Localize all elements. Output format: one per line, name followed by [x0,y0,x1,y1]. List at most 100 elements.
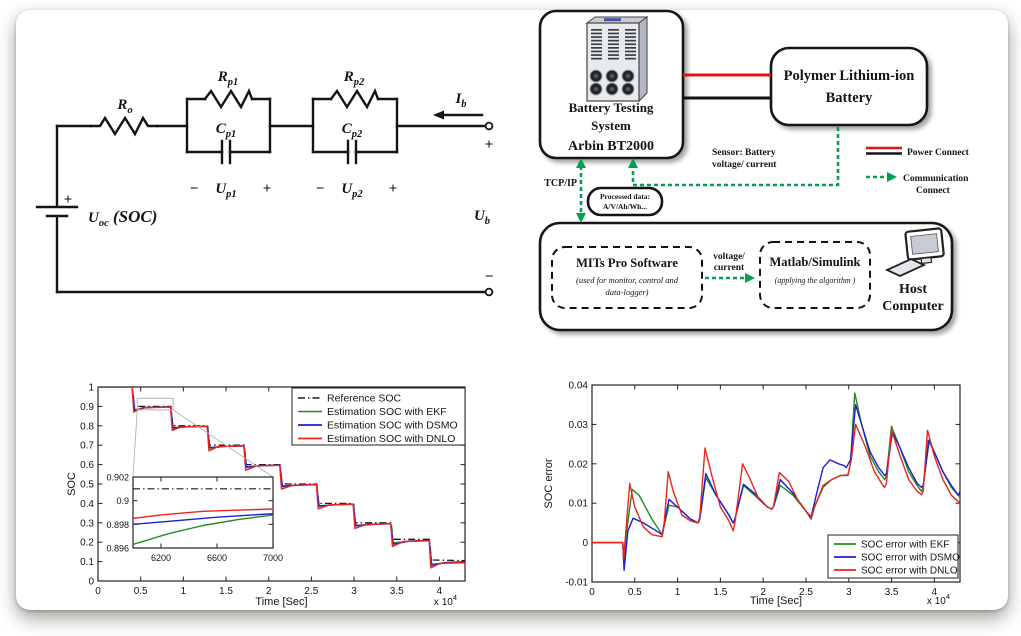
matlab-desc: (applying the algorithm ) [775,276,856,285]
label-ib: Ib [454,91,466,110]
series-line [133,513,273,525]
up2-plus-sign: + [389,181,398,197]
legend-entry-label: Estimation SOC with DNLO [327,433,455,445]
x-scale-label: x 104 [927,592,950,607]
y-tick-label: 0.4 [80,499,94,510]
sensor-arrow-up [628,158,638,168]
label-up2: Up2 [341,181,363,200]
capacitor-cp2 [346,139,358,165]
circuit-wires [35,88,488,294]
battery-plus-sign: + [64,192,73,208]
comm-legend-arrowhead [887,172,897,182]
y-tick-label: 0 [582,538,588,549]
inset-chart: 6200 6600 7000 0.896 0.898 0.9 0.902 [106,473,283,564]
y-tick-label: 0.9 [116,496,129,506]
arbin-title-line2: System [591,118,631,133]
y-tick-label: 0.898 [106,520,129,530]
terminal-plus-sign: + [485,137,494,153]
vc-label-line1: voltage/ [713,252,745,262]
tcpip-label: TCP/IP [544,178,577,189]
host-computer-icon [884,227,945,277]
y-tick-label: 0.7 [80,441,94,452]
y-axis-label: SOC error [543,458,555,508]
soc-chart: 0 0.5 1 1.5 2 2.5 3 3.5 4 0 0.1 0.2 0.3 0.4 0.5 0.6 0.7 0… [66,383,466,608]
label-rp1: Rp1 [217,69,239,88]
x-axis-label: Time [Sec] [255,596,307,608]
y-tick-label: 0.5 [80,480,94,491]
mits-box [551,246,703,309]
x-axis-label: Time [Sec] [750,595,802,607]
soc-error-chart: 0 0.5 1 1.5 2 2.5 3 3.5 4-0.0100.010.020.030.04T… [543,381,961,607]
x-tick-label: 3 [351,586,357,597]
x-tick-label: 3 [846,587,852,598]
y-tick-label: 0.3 [80,518,94,529]
label-ro: Ro [116,97,132,116]
x-tick-label: 3.5 [885,587,899,598]
terminal-negative [484,287,494,297]
terminal-minus-sign: − [485,269,494,285]
battery-title-line2: Battery [826,90,873,106]
y-tick-label: 0.01 [569,499,589,510]
ib-arrowhead [433,110,444,120]
y-axis-label: SOC [66,472,78,496]
y-tick-label: 0.2 [80,538,94,549]
series-lines [133,488,273,546]
x-tick-label: 2 [266,586,272,597]
battery-equivalent-circuit: Ro Rp1 Rp2 Cp1 Cp2 − Up1 + − Up2 + Ib Ub… [35,69,494,297]
series-line [133,508,273,520]
communication-arrowheads [576,158,897,283]
x-tick-label: 2.5 [304,586,318,597]
x-tick-label: 2.5 [799,587,813,598]
y-tick-label: 0.8 [80,421,94,432]
series-SOC error with DNLO [592,423,960,560]
battery-box [769,46,929,127]
tcpip-arrow-up [576,158,586,168]
test-bench-diagram: Battery Testing System Arbin BT2000 Poly… [538,9,970,332]
figure-card: Ro Rp1 Rp2 Cp1 Cp2 − Up1 + − Up2 + Ib Ub… [16,9,1008,610]
x-tick-label: 6600 [207,553,227,563]
x-tick-label: 0 [95,586,101,597]
x-tick-label: 4 [932,587,938,598]
vc-arrowhead [745,273,755,283]
resistor-rp1 [203,88,254,110]
x-tick-label: 1.5 [219,586,233,597]
y-tick-label: 0.02 [569,459,589,470]
battery-title-line1: Polymer Lithium-ion [784,68,915,84]
legend-entry-label: SOC error with EKF [861,540,949,551]
x-tick-label: 0.5 [628,587,642,598]
y-tick-label: 0 [88,577,94,588]
x-tick-label: 0.5 [134,586,148,597]
x-tick-label: 7000 [263,553,283,563]
label-uoc: Uoc (SOC) [88,207,157,229]
communication-lines [579,127,886,280]
legend-entry-label: SOC error with DSMO [861,553,960,564]
tcpip-arrow-down [576,213,586,223]
processed-data-line2: A/V/Ah/Wh... [603,202,647,211]
x-tick-label: 3.5 [390,586,404,597]
y-tick-label: 0.6 [80,460,94,471]
y-tick-label: -0.01 [565,578,588,589]
label-ub: Ub [474,208,490,227]
mits-title: MITs Pro Software [576,256,678,270]
mits-desc-line1: (used for monitor, control and [576,275,679,285]
legend: SOC error with EKF SOC error with DSMO SOC… [827,534,960,579]
series-lines [98,387,465,569]
legend-comm-label-line2: Connect [916,186,951,196]
capacitor-cp1 [220,139,232,165]
battery-tester-icon [585,16,649,103]
x-tick-label: 4 [437,586,443,597]
series-line [133,514,273,546]
legend-power-label: Power Connect [907,148,970,158]
y-tick-label: 0.1 [80,557,94,568]
x-tick-label: 1.5 [713,587,727,598]
resistor-rp2 [329,88,380,110]
mits-desc-line2: data-logger) [606,287,649,297]
y-tick-label: 0.902 [106,473,129,483]
y-tick-label: 0.03 [569,420,589,431]
legend-comm-label-line1: Communication [903,174,969,184]
legend-entry-label: SOC error with DNLO [861,566,958,577]
y-tick-label: 0.896 [106,544,129,554]
sensor-line [631,127,840,187]
